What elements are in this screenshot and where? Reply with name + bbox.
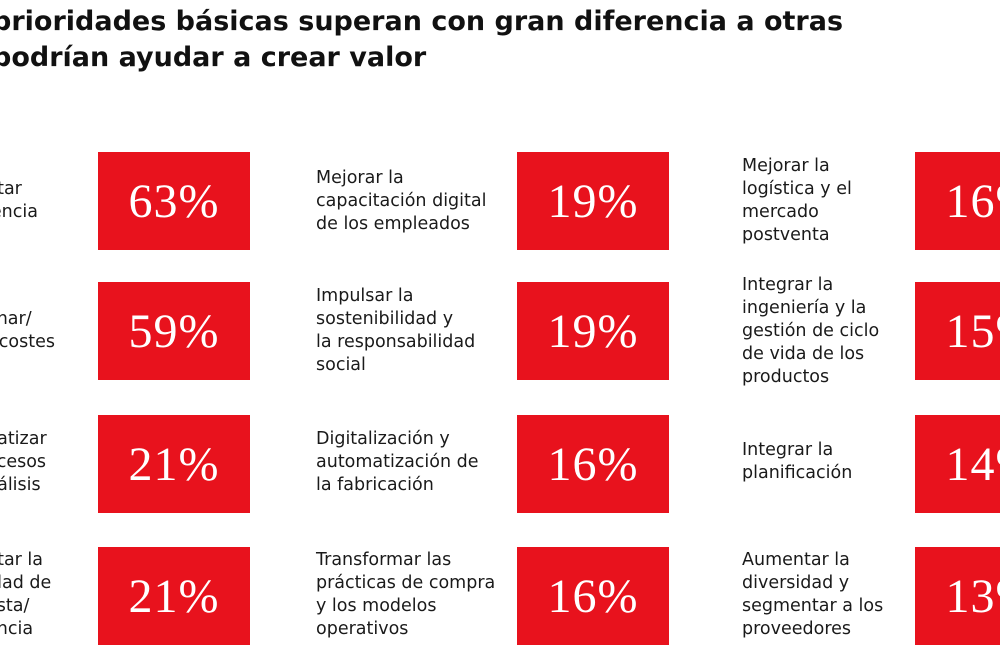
value-box: 59% (98, 282, 250, 380)
chart-title-line-1: prioridades básicas superan con gran dif… (0, 6, 844, 37)
value-percent: 16% (547, 569, 639, 623)
value-percent: 21% (128, 569, 220, 623)
value-box: 13% (915, 547, 1000, 645)
value-box: 19% (517, 282, 669, 380)
chart-title-line-2: podrían ayudar a crear valor (0, 42, 427, 73)
value-box: 14% (915, 415, 1000, 513)
priority-label: Digitalización y automatización de la fa… (316, 428, 479, 495)
value-box: 21% (98, 547, 250, 645)
value-percent: 14% (945, 437, 1000, 491)
value-box: 63% (98, 152, 250, 250)
priority-label: Impulsar la sostenibilidad y la responsa… (316, 286, 476, 375)
chart-title: prioridades básicas superan con gran dif… (0, 4, 1000, 76)
value-box: 16% (915, 152, 1000, 250)
value-percent: 13% (945, 569, 1000, 623)
value-percent: 15% (945, 304, 1000, 358)
priority-label: Integrar la ingeniería y la gestión de c… (742, 274, 880, 387)
value-percent: 21% (128, 437, 220, 491)
priority-label: onar/ r costes (0, 309, 55, 352)
value-percent: 16% (945, 174, 1000, 228)
value-percent: 63% (128, 174, 220, 228)
priority-label: ntar iencia (0, 179, 38, 222)
priority-label: Mejorar la capacitación digital de los e… (316, 167, 487, 234)
value-percent: 59% (128, 304, 220, 358)
value-box: 21% (98, 415, 250, 513)
value-box: 16% (517, 547, 669, 645)
priority-label: Mejorar la logística y el mercado postve… (742, 156, 852, 245)
value-box: 19% (517, 152, 669, 250)
value-percent: 19% (547, 174, 639, 228)
priority-label: Aumentar la diversidad y segmentar a los… (742, 550, 884, 639)
value-percent: 16% (547, 437, 639, 491)
priority-label: natizar ocesos nálisis (0, 428, 47, 495)
value-box: 15% (915, 282, 1000, 380)
value-percent: 19% (547, 304, 639, 358)
priority-label: Transformar las prácticas de compra y lo… (316, 550, 496, 639)
priority-label: Integrar la planificación (742, 440, 853, 483)
value-box: 16% (517, 415, 669, 513)
